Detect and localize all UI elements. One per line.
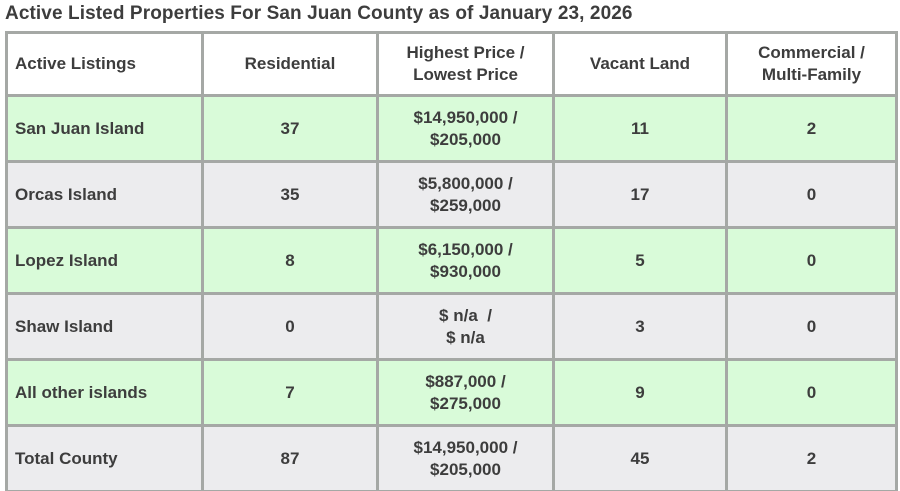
- cell-residential: 37: [201, 94, 379, 163]
- table-row-san-juan-island: San Juan Island 37 $14,950,000 / $205,00…: [5, 94, 898, 163]
- active-listings-table: Active Listings Residential Highest Pric…: [5, 31, 898, 491]
- column-header-active-listings: Active Listings: [5, 31, 204, 97]
- cell-price: $ n/a / $ n/a: [376, 292, 555, 361]
- cell-vacant-land: 3: [552, 292, 728, 361]
- cell-commercial: 2: [725, 94, 898, 163]
- cell-label: Lopez Island: [5, 226, 204, 295]
- table-row-lopez-island: Lopez Island 8 $6,150,000 / $930,000 5 0: [5, 226, 898, 295]
- header-row: Active Listings Residential Highest Pric…: [5, 31, 898, 97]
- cell-residential: 35: [201, 160, 379, 229]
- cell-price: $14,950,000 / $205,000: [376, 424, 555, 491]
- cell-label: All other islands: [5, 358, 204, 427]
- cell-price: $887,000 / $275,000: [376, 358, 555, 427]
- cell-price: $5,800,000 / $259,000: [376, 160, 555, 229]
- cell-price: $6,150,000 / $930,000: [376, 226, 555, 295]
- table-row-total-county: Total County 87 $14,950,000 / $205,000 4…: [5, 424, 898, 491]
- cell-residential: 7: [201, 358, 379, 427]
- cell-commercial: 0: [725, 292, 898, 361]
- cell-vacant-land: 11: [552, 94, 728, 163]
- cell-commercial: 0: [725, 226, 898, 295]
- cell-label: Total County: [5, 424, 204, 491]
- cell-vacant-land: 17: [552, 160, 728, 229]
- table-body: San Juan Island 37 $14,950,000 / $205,00…: [5, 94, 898, 491]
- cell-label: Orcas Island: [5, 160, 204, 229]
- cell-residential: 0: [201, 292, 379, 361]
- table-row-orcas-island: Orcas Island 35 $5,800,000 / $259,000 17…: [5, 160, 898, 229]
- column-header-commercial-multi-family: Commercial / Multi-Family: [725, 31, 898, 97]
- column-header-vacant-land: Vacant Land: [552, 31, 728, 97]
- column-header-residential: Residential: [201, 31, 379, 97]
- cell-commercial: 0: [725, 358, 898, 427]
- cell-commercial: 0: [725, 160, 898, 229]
- cell-label: Shaw Island: [5, 292, 204, 361]
- table-header: Active Listings Residential Highest Pric…: [5, 31, 898, 97]
- cell-residential: 87: [201, 424, 379, 491]
- cell-vacant-land: 5: [552, 226, 728, 295]
- cell-vacant-land: 45: [552, 424, 728, 491]
- page-title: Active Listed Properties For San Juan Co…: [5, 3, 633, 24]
- cell-vacant-land: 9: [552, 358, 728, 427]
- cell-price: $14,950,000 / $205,000: [376, 94, 555, 163]
- table-row-all-other-islands: All other islands 7 $887,000 / $275,000 …: [5, 358, 898, 427]
- column-header-highest-lowest-price: Highest Price / Lowest Price: [376, 31, 555, 97]
- cell-label: San Juan Island: [5, 94, 204, 163]
- table-row-shaw-island: Shaw Island 0 $ n/a / $ n/a 3 0: [5, 292, 898, 361]
- cell-residential: 8: [201, 226, 379, 295]
- cell-commercial: 2: [725, 424, 898, 491]
